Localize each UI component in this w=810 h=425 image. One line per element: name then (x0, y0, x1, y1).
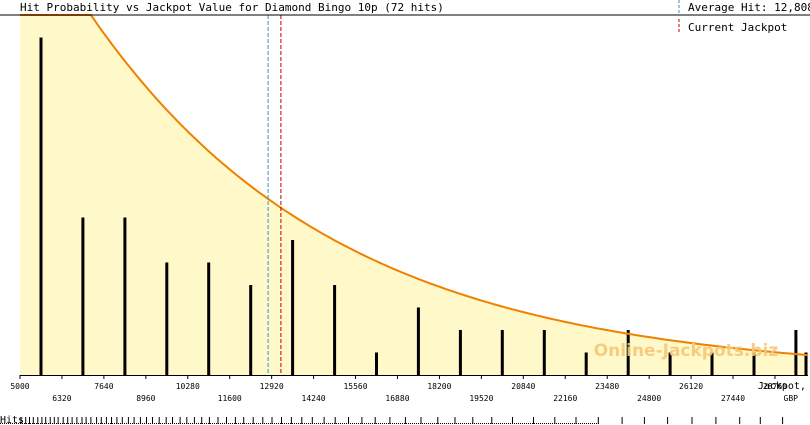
x-tick-label-upper-6: 20840 (511, 382, 535, 391)
x-tick-label-upper-7: 23480 (595, 382, 619, 391)
hit-count-bar-7 (333, 285, 337, 375)
x-tick-label-upper-5: 18200 (427, 382, 451, 391)
probability-curve-line (20, 14, 809, 357)
legend-average-label: Average Hit: 12,808 (688, 1, 810, 14)
x-tick-label-lower-7: 24800 (637, 394, 661, 403)
x-tick-label-lower-2: 11600 (218, 394, 242, 403)
hit-count-bar-11 (500, 330, 504, 375)
x-tick-label-upper-1: 7640 (94, 382, 113, 391)
probability-curve-fill (20, 15, 808, 375)
x-tick-label-upper-2: 10280 (176, 382, 200, 391)
hit-count-bar-4 (207, 262, 211, 375)
hit-count-bar-1 (81, 217, 85, 375)
hit-count-bar-13 (584, 352, 588, 375)
x-tick-label-upper-3: 12920 (260, 382, 284, 391)
legend: Average Hit: 12,808 Current Jackpot (678, 0, 810, 34)
chart-title: Hit Probability vs Jackpot Value for Dia… (20, 1, 444, 14)
hit-count-bar-5 (249, 285, 253, 375)
x-tick-label-upper-9: 28760 (763, 382, 787, 391)
x-axis-label: Jackpot, (758, 381, 806, 392)
hit-count-bar-6 (291, 240, 295, 375)
hits-rug (0, 417, 784, 424)
x-tick-label-lower-3: 14240 (302, 394, 326, 403)
x-axis-ticks: 5000 7640 10280 12920 15560 18200 20840 23480 26… (10, 375, 787, 403)
hit-count-bar-9 (416, 307, 420, 375)
hit-count-bar-16 (710, 352, 714, 375)
hit-count-bar-12 (542, 330, 546, 375)
hit-count-bar-15 (668, 352, 672, 375)
x-tick-label-lower-6: 22160 (553, 394, 577, 403)
hit-count-bar-2 (123, 217, 127, 375)
x-axis-unit: GBP (784, 394, 799, 403)
x-tick-label-lower-8: 27440 (721, 394, 745, 403)
hit-count-bar-17 (752, 352, 756, 375)
x-tick-label-lower-4: 16880 (385, 394, 409, 403)
hit-count-bar-10 (458, 330, 462, 375)
plot-area: Online-Jackpots.biz (20, 14, 809, 375)
reference-lines (267, 15, 282, 375)
x-tick-label-lower-1: 8960 (136, 394, 155, 403)
x-tick-label-upper-0: 5000 (10, 382, 29, 391)
x-tick-label-lower-5: 19520 (469, 394, 493, 403)
legend-current-label: Current Jackpot (688, 21, 787, 34)
hit-count-bar-18 (794, 330, 798, 375)
hit-count-bar-3 (165, 262, 169, 375)
x-tick-label-upper-8: 26120 (679, 382, 703, 391)
hit-count-bar-8 (375, 352, 378, 375)
hits-rug-label: Hits (0, 415, 24, 425)
x-tick-label-upper-4: 15560 (343, 382, 367, 391)
x-tick-label-lower-0: 6320 (52, 394, 71, 403)
watermark-text: Online-Jackpots.biz (594, 341, 779, 361)
hit-count-bar-19 (804, 352, 808, 375)
hit-count-bar-14 (626, 330, 630, 375)
hit-count-bar-0 (39, 37, 43, 375)
hit-count-bars (39, 37, 808, 375)
